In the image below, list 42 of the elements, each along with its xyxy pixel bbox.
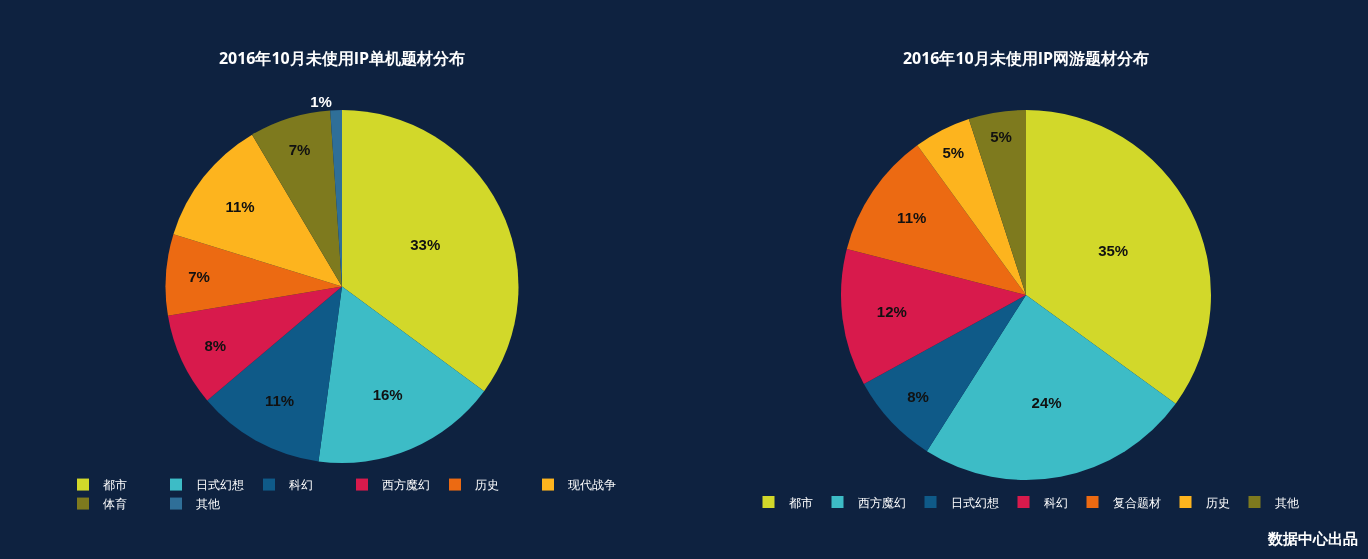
pie-slice [207, 286, 342, 462]
data-label: 5% [942, 143, 965, 161]
legend-label: 西方魔幻 [857, 493, 906, 511]
chart-title: 2016年10月未使用IP单机题材分布 [218, 47, 466, 70]
legend-label: 都市 [103, 476, 127, 494]
data-label: 12% [876, 303, 907, 321]
pie-slice [165, 234, 342, 316]
data-label: 8% [907, 387, 929, 405]
data-label: 5% [990, 128, 1012, 146]
pie-slice [318, 286, 485, 463]
pie-slice [968, 110, 1026, 295]
legend-label: 历史 [475, 476, 499, 494]
legend-label: 历史 [1205, 493, 1230, 511]
legend-label: 体育 [103, 495, 127, 513]
pie-slice [173, 134, 342, 287]
legend-label: 科幻 [1043, 493, 1068, 511]
pie-slice [841, 248, 1026, 385]
text: 数据中心出品 [1268, 530, 1358, 549]
data-label: 7% [288, 141, 311, 159]
legend-label: 日式幻想 [196, 476, 244, 494]
legend-label: 其他 [1274, 493, 1299, 511]
legend-label: 复合题材 [1112, 493, 1161, 511]
data-label: 1% [310, 93, 332, 111]
pie-slice [863, 295, 1026, 452]
pie-slice [342, 110, 519, 392]
data-label: 7% [188, 268, 210, 286]
data-label: 11% [225, 197, 255, 215]
data-label: 11% [897, 208, 927, 226]
data-label: 11% [265, 391, 295, 409]
data-label: 24% [1031, 394, 1062, 412]
legend-label: 西方魔幻 [382, 476, 430, 494]
data-label: 33% [410, 235, 441, 253]
legend-label: 其他 [196, 495, 220, 513]
legend-label: 都市 [788, 493, 813, 511]
data-label: 35% [1098, 242, 1129, 260]
chart-title: 2016年10月未使用IP网游题材分布 [902, 47, 1150, 70]
legend-label: 科幻 [289, 476, 313, 494]
data-label: 16% [372, 385, 403, 403]
data-label: 8% [204, 336, 227, 354]
pie-slice [846, 145, 1026, 295]
legend-label: 日式幻想 [950, 493, 999, 511]
legend-label: 现代战争 [568, 476, 616, 494]
